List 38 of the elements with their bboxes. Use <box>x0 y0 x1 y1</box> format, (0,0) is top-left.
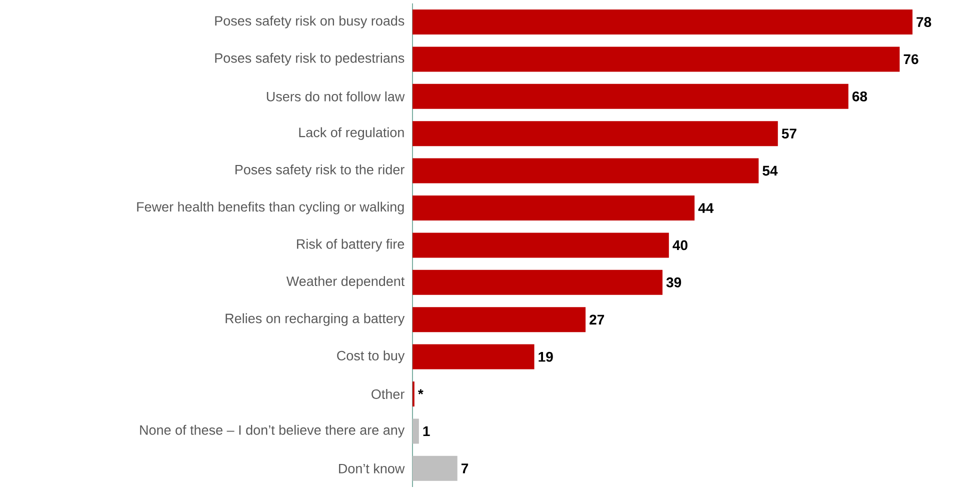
bar <box>412 456 458 481</box>
data-label: 78 <box>916 17 932 27</box>
bar <box>412 10 912 35</box>
bar <box>412 84 848 109</box>
y-tick-label: Cost to buy <box>337 350 405 364</box>
y-tick-label: Don’t know <box>339 463 405 474</box>
y-tick-label: None of these – I don’t believe there are any <box>140 424 405 438</box>
bar <box>412 270 662 295</box>
data-label: 54 <box>762 166 778 176</box>
data-label: 76 <box>904 54 918 64</box>
data-label: * <box>418 389 424 394</box>
data-label: 68 <box>852 91 868 102</box>
y-tick-label: Risk of battery fire <box>297 238 404 252</box>
y-tick-label: Poses safety risk to the rider <box>235 164 404 178</box>
bar <box>412 344 534 370</box>
y-tick-label: Users do not follow law <box>266 91 405 102</box>
y-tick-label: Poses safety risk to pedestrians <box>215 52 404 66</box>
y-tick-label: Weather dependent <box>286 276 405 289</box>
data-label: 19 <box>538 352 553 362</box>
bar <box>412 196 695 221</box>
data-label: 7 <box>461 464 468 474</box>
bar <box>412 307 586 332</box>
data-label: 27 <box>590 314 604 324</box>
y-tick-label: Other <box>372 389 404 399</box>
data-label: 1 <box>423 426 430 436</box>
bar <box>412 121 778 146</box>
data-label: 40 <box>672 240 688 250</box>
y-tick-label: Poses safety risk on busy roads <box>215 16 404 28</box>
bar <box>412 46 900 72</box>
bar <box>412 158 759 184</box>
bar <box>412 232 669 258</box>
y-tick-label: Relies on recharging a battery <box>226 313 405 326</box>
y-tick-label: Fewer health benefits than cycling or walking <box>137 202 404 214</box>
y-tick-label: Lack of regulation <box>299 127 404 140</box>
data-label: 57 <box>782 128 796 138</box>
bar <box>412 418 419 444</box>
data-label: 44 <box>698 203 714 213</box>
data-label: 39 <box>666 277 682 288</box>
